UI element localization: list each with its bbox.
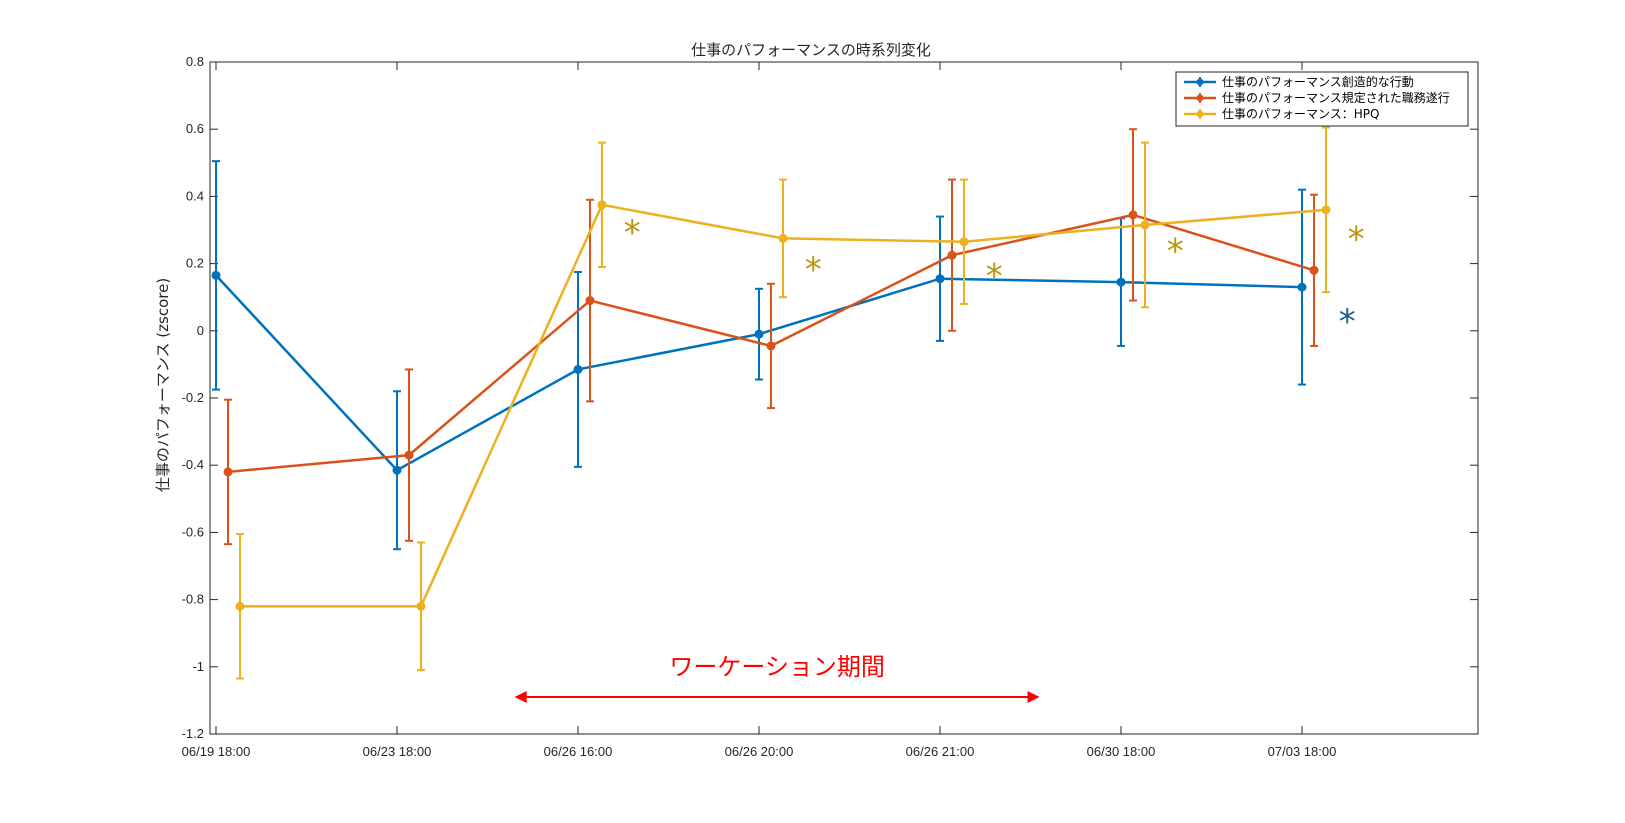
- data-point: [1140, 220, 1150, 230]
- x-tick-label: 06/19 18:00: [182, 744, 251, 759]
- data-point: [778, 233, 788, 243]
- plot-frame: [209, 61, 1479, 735]
- data-point: [392, 465, 402, 475]
- significance-star: *: [1337, 302, 1357, 342]
- series-group: [211, 126, 1331, 680]
- data-point: [1116, 277, 1126, 287]
- data-point: [1309, 265, 1319, 275]
- data-point: [1297, 282, 1307, 292]
- data-point: [416, 601, 426, 611]
- data-point: [766, 341, 776, 351]
- period-arrow-head-right: [1027, 691, 1040, 704]
- y-tick-label: -1.2: [182, 726, 204, 741]
- significance-star: *: [1165, 231, 1185, 271]
- data-point: [754, 329, 764, 339]
- legend-box: [1175, 71, 1469, 127]
- legend-label: 仕事のパフォーマンス：HPQ: [1222, 107, 1379, 121]
- legend-entry: 仕事のパフォーマンス規定された職務遂行: [1184, 90, 1450, 105]
- y-tick-label: -1: [192, 659, 204, 674]
- legend: 仕事のパフォーマンス創造的な行動仕事のパフォーマンス規定された職務遂行仕事のパフ…: [1175, 71, 1469, 127]
- y-tick-label: 0.2: [186, 256, 204, 271]
- legend-label: 仕事のパフォーマンス規定された職務遂行: [1222, 90, 1450, 105]
- y-tick-label: -0.4: [182, 457, 204, 472]
- y-tick-label: 0: [197, 323, 204, 338]
- data-point: [959, 237, 969, 247]
- y-tick-label: 0.6: [186, 121, 204, 136]
- significance-star: *: [622, 213, 642, 253]
- data-point: [935, 274, 945, 284]
- legend-swatch-marker: [1196, 110, 1204, 118]
- period-label: ワーケーション期間: [669, 653, 885, 681]
- series-3: [235, 126, 1331, 680]
- significance-star: *: [803, 250, 823, 290]
- legend-swatch-marker: [1196, 94, 1204, 102]
- data-point: [223, 467, 233, 477]
- y-tick-label: -0.8: [182, 592, 204, 607]
- y-tick-label: -0.6: [182, 524, 204, 539]
- legend-entry: 仕事のパフォーマンス：HPQ: [1184, 107, 1379, 121]
- data-point: [573, 364, 583, 374]
- x-tick-label: 06/26 16:00: [544, 744, 613, 759]
- y-tick-label: -0.2: [182, 390, 204, 405]
- period-arrow-head-left: [514, 691, 527, 704]
- data-point: [585, 296, 595, 306]
- data-point: [947, 250, 957, 260]
- legend-label: 仕事のパフォーマンス創造的な行動: [1222, 74, 1414, 89]
- data-point: [597, 200, 607, 210]
- x-tick-label: 06/26 21:00: [906, 744, 975, 759]
- series-2: [223, 128, 1319, 546]
- y-axis-label: 仕事のパフォーマンス (zscore): [154, 278, 172, 492]
- annotation-group: ワーケーション期間 * * * * * *: [514, 213, 1367, 704]
- x-tick-label: 07/03 18:00: [1268, 744, 1337, 759]
- x-tick-label: 06/26 20:00: [725, 744, 794, 759]
- data-point: [404, 450, 414, 460]
- data-point: [1321, 205, 1331, 215]
- y-tick-label: 0.8: [186, 54, 204, 69]
- significance-star: *: [984, 257, 1004, 297]
- y-tick-label: 0.4: [186, 188, 204, 203]
- series-1: [211, 160, 1307, 551]
- significance-star: *: [1346, 220, 1366, 260]
- x-tick-label: 06/23 18:00: [363, 744, 432, 759]
- x-tick-label: 06/30 18:00: [1087, 744, 1156, 759]
- data-point: [211, 270, 221, 280]
- axes-group: -1.2 -1 -0.8 -0.6 -0.4 -0.2 0 0.2 0.4 0.6 0.8 06/19…: [182, 54, 1479, 759]
- data-point: [235, 601, 245, 611]
- data-point: [1128, 210, 1138, 220]
- chart-title: 仕事のパフォーマンスの時系列変化: [691, 41, 931, 59]
- legend-swatch-marker: [1196, 78, 1204, 86]
- legend-entry: 仕事のパフォーマンス創造的な行動: [1184, 74, 1414, 89]
